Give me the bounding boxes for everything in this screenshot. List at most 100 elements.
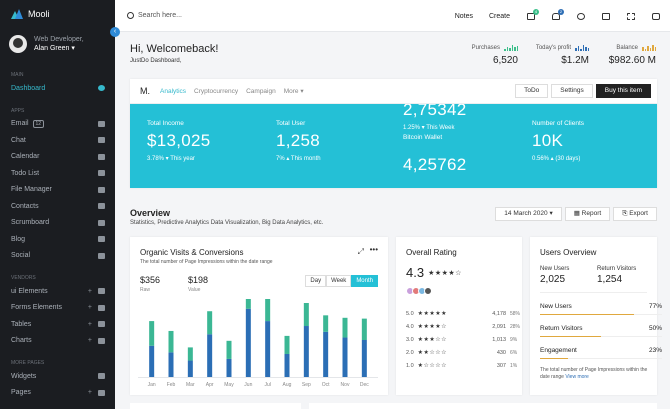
export-button[interactable]: ⎘ Export (613, 207, 657, 221)
sidebar-item-charts[interactable]: Charts + (0, 333, 115, 350)
sidebar-item-icon (98, 219, 105, 226)
avatar (9, 35, 27, 53)
sidebar-item-label: Contacts (11, 202, 39, 210)
rating-row: 2.0 ★★☆☆☆ 430 6% (406, 349, 517, 357)
users-overview-card: Users Overview New Users 2,025 Return Vi… (530, 237, 662, 395)
settings-button[interactable]: Settings (551, 84, 593, 98)
search-input[interactable]: Search here... (138, 12, 182, 19)
sidebar-item-blog[interactable]: Blog (0, 231, 115, 248)
profile[interactable]: Web Developer, Alan Green ▾ (0, 27, 115, 61)
reviewer-avatars (406, 287, 432, 295)
settings-icon[interactable] (652, 12, 660, 20)
sidebar-item-text: ui Elements (11, 288, 48, 295)
chat-icon[interactable] (577, 12, 585, 20)
tab-analytics[interactable]: Analytics (160, 87, 187, 95)
bell-icon[interactable]: 2 (552, 8, 564, 20)
view-more-link[interactable]: View more (565, 374, 589, 380)
period-day-button[interactable]: Day (305, 275, 327, 287)
raw-label: Raw (140, 287, 151, 293)
users-overview-item-label: New Users (540, 303, 572, 310)
stat-value: $982.60 M (608, 55, 656, 66)
page-title: Hi, Welcomeback! (130, 43, 219, 55)
sidebar-item-forms-elements[interactable]: Forms Elements + (0, 300, 115, 317)
sidebar-item-file-manager[interactable]: File Manager (0, 182, 115, 199)
rating-level: 2.0 (406, 349, 414, 356)
dashboard-icon[interactable] (602, 12, 610, 20)
rating-count: 307 (496, 362, 506, 369)
users-overview-item: New Users 77% (540, 303, 662, 315)
tab-cryptocurrency[interactable]: Cryptocurrency (194, 87, 239, 95)
bar-series-2 (265, 299, 271, 322)
sidebar-item-text: Contacts (11, 203, 39, 210)
tab-more[interactable]: More ▾ (283, 88, 304, 95)
profile-role: Web Developer, (34, 36, 84, 43)
analytics-button-group: ToDo Settings Buy this item (512, 84, 651, 98)
stat-label: Purchases (471, 45, 500, 51)
users-overview-item-label: Return Visitors (540, 325, 583, 332)
sidebar-item-scrumboard[interactable]: Scrumboard (0, 215, 115, 232)
sidebar-item-label: Widgets (11, 372, 37, 380)
metric-change: 3.78% ▾ This year (147, 156, 195, 162)
users-overview-progress (540, 336, 662, 337)
metric-clients: Number of Clients 10K 0.56% ▴ (30 days) (532, 120, 584, 162)
sidebar-item-email[interactable]: Email 12 (0, 116, 115, 133)
brand-name: Mooli (28, 8, 50, 19)
sidebar-item-chat[interactable]: Chat (0, 132, 115, 149)
bar-series-2 (168, 330, 174, 353)
rating-row: 4.0 ★★★★☆ 2,091 28% (406, 323, 520, 331)
new-users-value: 2,025 (540, 274, 566, 285)
create-link[interactable]: Create (488, 12, 510, 20)
stat-profit: Today's profit $1.2M (536, 45, 589, 66)
more-icon[interactable]: ••• (369, 245, 378, 254)
search-bar[interactable]: Search here... (127, 12, 182, 19)
sidebar-item-calendar[interactable]: Calendar (0, 149, 115, 166)
x-tick-label: Jul (264, 382, 270, 388)
sidebar-item-icons (98, 153, 105, 160)
rating-count: 4,178 (492, 310, 506, 317)
metric-label: Total Income (147, 120, 184, 127)
sidebar-item-social[interactable]: Social (0, 248, 115, 265)
fullscreen-icon[interactable] (627, 12, 635, 20)
expand-plus-icon: + (87, 389, 92, 397)
expand-plus-icon: + (87, 337, 92, 345)
sidebar-item-pages[interactable]: Pages + (0, 385, 115, 402)
period-week-button[interactable]: Week (326, 275, 352, 287)
sidebar-item-ui-elements[interactable]: ui Elements + (0, 283, 115, 300)
stat-label: Today's profit (535, 45, 571, 51)
tab-campaign[interactable]: Campaign (246, 87, 276, 95)
sidebar-item-label: Tables (11, 320, 32, 328)
sidebar-item-text: Email 12 (11, 119, 45, 128)
users-overview-progress-fill (540, 358, 569, 359)
report-button[interactable]: ▦ Report (564, 207, 611, 221)
expand-icon[interactable]: ⤢ (357, 247, 364, 256)
sidebar-item-todo-list[interactable]: Todo List (0, 165, 115, 182)
new-users-stat: New Users 2,025 (540, 266, 569, 285)
raw-value: $356 (140, 275, 161, 285)
nav-section-title: APPS (11, 107, 25, 114)
profile-name[interactable]: Alan Green ▾ (34, 45, 75, 52)
bar-series-2 (323, 315, 329, 332)
expand-plus-icon: + (87, 320, 92, 328)
sidebar-item-contacts[interactable]: Contacts (0, 198, 115, 215)
overview-title: Overview (130, 208, 171, 218)
sidebar-item-widgets[interactable]: Widgets (0, 368, 115, 385)
collapse-sidebar-button[interactable]: ‹ (110, 27, 120, 37)
sidebar-item-icons: + (88, 304, 105, 311)
buy-item-button[interactable]: Buy this item (595, 84, 651, 98)
sidebar-item-icon (98, 85, 105, 92)
brand[interactable]: Mooli (0, 0, 115, 27)
sidebar-item-dashboard[interactable]: Dashboard (0, 80, 115, 97)
metric-change: 1.25% ▾ This Week (403, 125, 455, 131)
sidebar-item-tables[interactable]: Tables + (0, 316, 115, 333)
period-month-button[interactable]: Month (351, 275, 378, 287)
date-picker-button[interactable]: 14 March 2020 ▾ (495, 207, 562, 221)
notes-link[interactable]: Notes (454, 12, 473, 20)
visits-subtitle: The total number of Page Impressions wit… (140, 259, 273, 265)
x-tick-label: Aug (283, 382, 292, 388)
rating-level: 5.0 (406, 310, 414, 317)
mail-icon[interactable]: 4 (527, 8, 539, 20)
rating-row-stars-icon: ★★★☆☆ (417, 337, 448, 343)
todo-button[interactable]: ToDo (515, 84, 549, 98)
sidebar-item-icon (98, 236, 105, 243)
sidebar-item-icons: + (88, 321, 105, 328)
